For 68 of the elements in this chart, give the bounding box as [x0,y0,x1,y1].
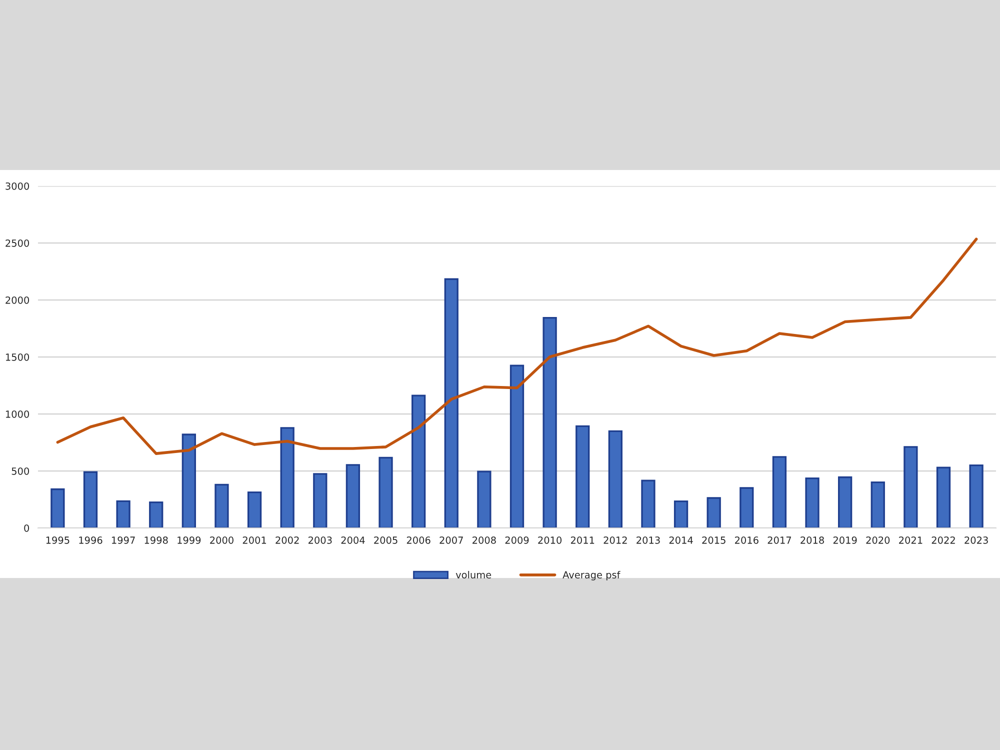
x-tick-label: 2023 [964,536,988,544]
x-tick-label: 2012 [604,536,627,544]
bar [214,484,229,528]
x-tick-label: 1996 [79,536,102,544]
bar [444,278,458,528]
x-tick-label: 2011 [570,536,594,544]
y-tick-label: 2000 [6,296,30,304]
bar [936,466,951,528]
y-tick-label: 500 [12,467,30,475]
y-tick-label: 2500 [6,239,30,247]
x-tick-label: 1999 [178,536,201,544]
bar [280,427,294,528]
y-tick-label: 1500 [6,353,30,361]
x-tick-label: 1995 [46,536,70,544]
x-tick-label: 2015 [702,536,726,544]
x-tick-label: 2021 [899,536,922,544]
bar [740,487,754,528]
x-tick-label: 2020 [866,536,890,544]
x-tick-label: 2005 [374,536,398,544]
bar [477,470,492,528]
bar [870,481,885,528]
bar [116,500,130,528]
x-tick-label: 2018 [800,536,824,544]
bar [346,464,360,528]
bar [182,434,196,528]
x-tick-label: 2022 [932,536,955,544]
bar [313,473,328,528]
y-tick-label: 0 [24,524,30,532]
x-tick-label: 2003 [308,536,332,544]
bar [674,500,688,528]
bar [50,488,65,528]
x-tick-label: 1998 [144,536,168,544]
bar [247,491,262,528]
bar [772,456,787,528]
x-tick-label: 2013 [636,536,660,544]
line-series [56,238,978,455]
y-tick-label: 3000 [6,182,30,190]
x-tick-label: 2010 [538,536,562,544]
legend-label: Average psf [562,570,620,580]
bar [83,471,98,528]
bar [510,364,524,528]
bar [641,480,656,528]
x-tick-label: 2009 [505,536,529,544]
x-tick-label: 2017 [768,536,792,544]
bar [969,464,984,528]
bar [542,316,557,528]
x-tick-label: 2019 [833,536,857,544]
y-tick-label: 1000 [6,410,30,418]
x-tick-label: 2007 [440,536,463,544]
bar [576,425,590,528]
x-tick-label: 2008 [472,536,496,544]
x-tick-label: 2014 [669,536,693,544]
legend-label: volume [456,570,492,578]
x-tick-label: 2016 [735,536,758,544]
bar [904,446,918,528]
bar [706,497,721,528]
x-tick-label: 2004 [341,536,365,544]
bar [412,394,426,528]
bar [805,477,820,528]
x-tick-label: 2002 [276,536,299,544]
x-tick-label: 1997 [112,536,135,544]
x-tick-label: 2001 [242,536,266,544]
x-tick-label: 2006 [406,536,430,544]
bar [838,476,852,528]
bar [378,456,393,528]
bar [608,430,622,528]
bar [149,502,164,528]
x-tick-label: 2000 [210,536,234,544]
